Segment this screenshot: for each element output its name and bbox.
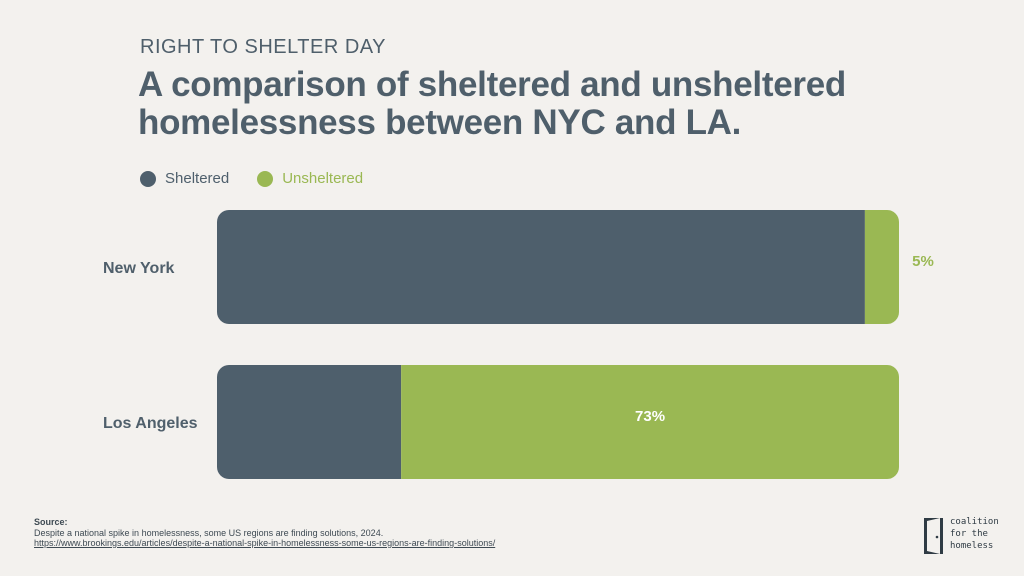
legend-swatch-sheltered (140, 170, 156, 187)
organization-logo: coalition for the homeless (924, 516, 999, 556)
legend: Sheltered Unsheltered (140, 170, 391, 187)
eyebrow-label: RIGHT TO SHELTER DAY (140, 36, 386, 58)
chart-title: A comparison of sheltered and unsheltere… (138, 65, 846, 142)
source-text: Despite a national spike in homelessness… (34, 527, 384, 538)
source-heading: Source: (34, 517, 68, 527)
category-label-los-angeles: Los Angeles (103, 415, 198, 432)
data-label-los-angeles: 73% (635, 408, 665, 425)
legend-swatch-unsheltered (257, 170, 274, 187)
category-label-new-york: New York (103, 260, 175, 277)
bar-los-angeles-sheltered (217, 365, 402, 479)
bar-new-york-sheltered (217, 210, 865, 324)
legend-label-sheltered: Sheltered (165, 170, 230, 187)
bar-new-york-unsheltered (864, 210, 899, 324)
source-note: Source: Despite a national spike in home… (34, 517, 554, 549)
data-label-new-york: 5% (912, 253, 934, 270)
logo-text: coalition for the homeless (950, 517, 999, 551)
legend-label-unsheltered: Unsheltered (282, 170, 364, 187)
legend-item-unsheltered: Unsheltered (257, 170, 363, 187)
bar-los-angeles-unsheltered (401, 365, 899, 479)
legend-item-sheltered: Sheltered (140, 170, 229, 187)
door-icon (924, 518, 943, 554)
source-link[interactable]: https://www.brookings.edu/articles/despi… (34, 538, 496, 548)
